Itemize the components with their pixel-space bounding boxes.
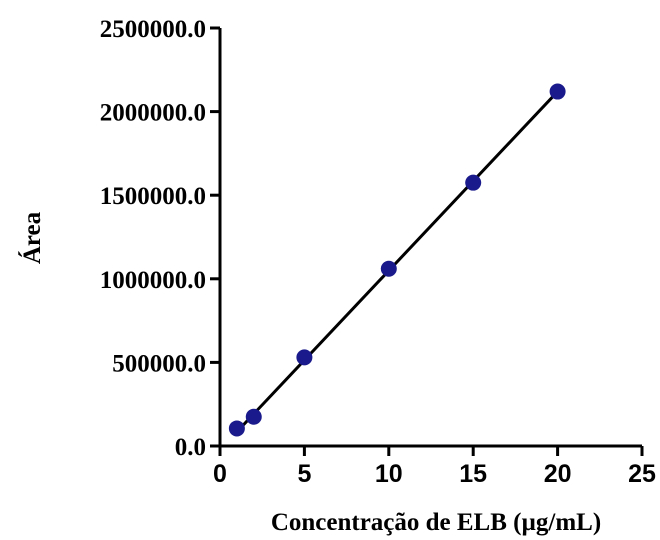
x-tick-label: 25: [628, 460, 656, 488]
fit-line: [235, 90, 559, 433]
y-tick-label: 1000000.0: [100, 267, 206, 294]
data-point: [245, 408, 262, 425]
x-tick-label: 5: [297, 460, 311, 488]
x-tick-label: 0: [213, 460, 227, 488]
y-tick-label: 1500000.0: [100, 183, 206, 210]
data-point: [549, 83, 566, 100]
data-point: [465, 174, 482, 191]
x-tick-label: 10: [375, 460, 403, 488]
data-point: [296, 349, 313, 366]
y-tick-label: 0.0: [175, 434, 206, 461]
data-point: [380, 260, 397, 277]
axes: [218, 28, 642, 448]
y-tick-label: 2000000.0: [100, 100, 206, 127]
x-tick-label: 15: [459, 460, 487, 488]
x-tick-label: 20: [544, 460, 572, 488]
y-axis-title: Área: [18, 211, 46, 264]
y-ticks: 0.0 500000.0 1000000.0 1500000.0 2000000.0 25…: [100, 16, 220, 461]
x-ticks: 0 5 10 15 20 25: [213, 446, 656, 488]
data-point: [228, 420, 245, 437]
plot-area: [228, 83, 566, 437]
y-tick-label: 2500000.0: [100, 16, 206, 43]
y-tick-label: 500000.0: [112, 350, 206, 377]
x-axis-title: Concentração de ELB (µg/mL): [271, 509, 601, 536]
